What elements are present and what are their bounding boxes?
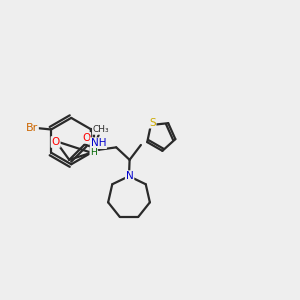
Text: N: N — [126, 171, 134, 181]
Text: NH: NH — [91, 138, 106, 148]
Text: O: O — [82, 133, 90, 143]
Text: S: S — [149, 118, 156, 128]
Text: CH₃: CH₃ — [93, 125, 110, 134]
Text: O: O — [52, 137, 60, 147]
Text: Br: Br — [26, 123, 38, 133]
Text: H: H — [90, 148, 97, 157]
